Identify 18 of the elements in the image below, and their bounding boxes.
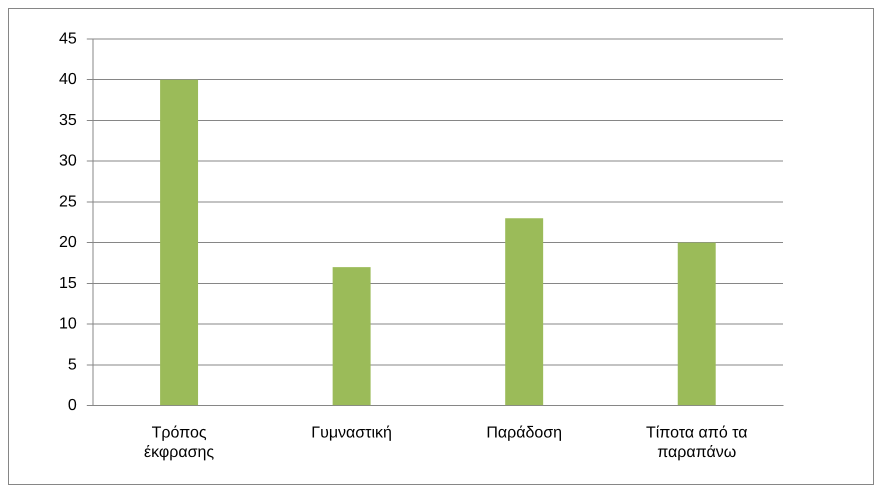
x-tick-label: Τίποτα από τα παραπάνω bbox=[646, 424, 748, 461]
y-tick-label: 20 bbox=[59, 234, 77, 252]
x-tick-label: Παράδοση bbox=[486, 424, 562, 442]
x-tick-label: Τρόπος έκφρασης bbox=[144, 424, 214, 461]
y-tick-label: 45 bbox=[59, 30, 77, 48]
bar bbox=[505, 218, 544, 406]
y-tick-label: 0 bbox=[68, 397, 77, 414]
y-tick-label: 40 bbox=[59, 71, 77, 88]
y-tick-label: 15 bbox=[59, 274, 77, 292]
y-tick-label: 35 bbox=[59, 112, 77, 129]
bar bbox=[332, 267, 371, 406]
y-tick-label: 5 bbox=[68, 356, 77, 374]
x-tick-label: Γυμναστική bbox=[311, 424, 392, 442]
y-tick-label: 30 bbox=[59, 152, 77, 170]
y-tick-label: 10 bbox=[59, 316, 77, 333]
y-tick-label: 25 bbox=[59, 193, 77, 210]
bar bbox=[678, 242, 716, 406]
bar bbox=[160, 80, 198, 406]
